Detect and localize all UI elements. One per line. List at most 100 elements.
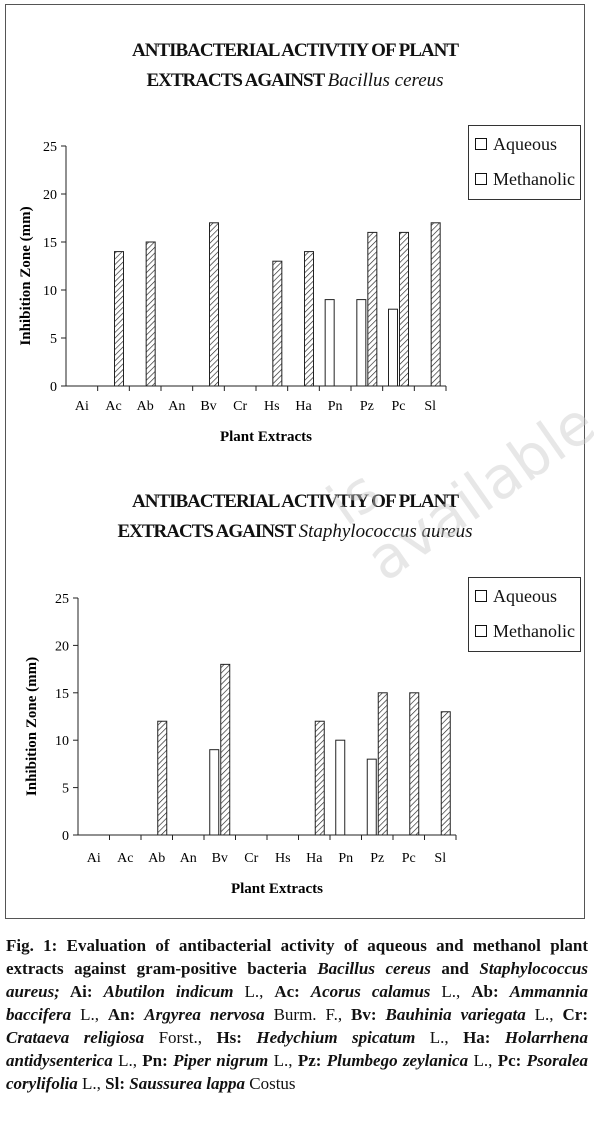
caption-species: Piper nigrum <box>173 1051 269 1070</box>
caption-species: Psoralea corylifolia <box>6 1051 589 1093</box>
bar-methanolic-ab <box>145 241 156 387</box>
caption-species: Saussurea lappa <box>129 1074 245 1093</box>
y-tick-label: 10 <box>43 284 57 299</box>
figure-frame: ANTIBACTERIAL ACTIVTIY OF PLANT EXTRACTS… <box>5 4 585 919</box>
caption-abbreviations: Ai: Abutilon indicum L., Ac: Acorus cala… <box>6 982 588 1093</box>
bar-methanolic-hs <box>272 260 283 387</box>
y-tick-label: 0 <box>62 829 69 844</box>
legend-swatch-hatched <box>475 173 487 185</box>
caption-abbr: Bv: <box>351 1005 386 1024</box>
caption-abbr: Sl: <box>105 1074 130 1093</box>
caption-abbr: Pz: <box>297 1051 327 1070</box>
caption-authority: L., <box>233 982 275 1001</box>
bar-methanolic-ha <box>304 251 314 387</box>
y-tick-label: 25 <box>55 592 69 607</box>
x-tick-label: Cr <box>233 399 247 414</box>
chart1-legend: Aqueous Methanolic <box>468 125 581 200</box>
x-tick-label: Ai <box>75 399 89 414</box>
bar-methanolic-sl <box>430 222 441 387</box>
chart2-title-line1: ANTIBACTERIAL ACTIVTIY OF PLANT <box>131 491 459 512</box>
caption-authority: L., <box>71 1005 108 1024</box>
x-tick-label: Pz <box>370 851 384 866</box>
caption-authority: Costus <box>244 1074 296 1093</box>
bar-methanolic-sl <box>440 711 451 836</box>
caption-abbr: Ab: <box>471 982 510 1001</box>
bar-aqueous-bv <box>209 749 220 836</box>
caption-authority: Burm. F., <box>264 1005 352 1024</box>
x-axis-title: Plant Extracts <box>231 881 323 897</box>
caption-authority: L., <box>77 1074 106 1093</box>
y-tick-label: 20 <box>55 639 69 654</box>
x-tick-label: Hs <box>264 399 280 414</box>
caption-authority: L., <box>430 982 472 1001</box>
caption-authority: L., <box>268 1051 298 1070</box>
caption-label: Fig. 1: <box>6 936 58 955</box>
chart2-legend: Aqueous Methanolic <box>468 577 581 652</box>
x-tick-label: Sl <box>434 851 446 866</box>
x-tick-label: Pc <box>392 399 406 414</box>
caption-species: Plumbego zeylanica <box>326 1051 469 1070</box>
x-tick-label: Ab <box>137 399 154 414</box>
y-tick-label: 15 <box>55 687 69 702</box>
bar-methanolic-pz <box>367 231 378 387</box>
y-tick-label: 0 <box>50 380 57 395</box>
y-tick-label: 20 <box>43 188 57 203</box>
caption-species: Hedychium spicatum <box>256 1028 416 1047</box>
x-tick-label: Ac <box>117 851 133 866</box>
x-tick-label: Bv <box>200 399 216 414</box>
bar-methanolic-pz <box>377 692 388 836</box>
bar-methanolic-ab <box>157 720 168 836</box>
legend-item-methanolic: Methanolic <box>475 168 575 190</box>
x-tick-label: Hs <box>275 851 291 866</box>
caption-authority: L., <box>415 1028 464 1047</box>
bar-aqueous-pc <box>388 308 398 387</box>
bar-methanolic-ac <box>114 251 124 387</box>
bar-methanolic-ha <box>314 720 325 836</box>
caption-abbr: An: <box>107 1005 145 1024</box>
bar-methanolic-bv <box>220 663 231 836</box>
bar-aqueous-pz <box>366 758 377 836</box>
y-tick-label: 25 <box>43 140 57 155</box>
caption-abbr: Cr: <box>562 1005 588 1024</box>
legend-item-methanolic: Methanolic <box>475 620 575 642</box>
y-axis-title: Inhibition Zone (mm) <box>24 657 40 796</box>
legend-swatch-open <box>475 138 487 150</box>
y-axis-title: Inhibition Zone (mm) <box>18 206 34 345</box>
caption-abbr: Pc: <box>497 1051 527 1070</box>
y-tick-label: 10 <box>55 734 69 749</box>
figure-caption: Fig. 1: Evaluation of antibacterial acti… <box>6 934 588 1095</box>
x-axis-title: Plant Extracts <box>220 429 312 445</box>
legend-item-aqueous: Aqueous <box>475 585 557 607</box>
caption-species: Acorus calamus <box>310 982 431 1001</box>
y-tick-label: 15 <box>43 236 57 251</box>
x-tick-label: Pn <box>338 851 353 866</box>
caption-species: Holarrhena antidysenterica <box>6 1028 589 1070</box>
x-tick-label: Pn <box>328 399 343 414</box>
caption-abbr: Ac: <box>274 982 311 1001</box>
caption-species: Bauhinia variegata <box>385 1005 526 1024</box>
bar-aqueous-pn <box>335 739 346 836</box>
caption-species: Abutilon indicum <box>103 982 234 1001</box>
caption-species: Argyrea nervosa <box>144 1005 265 1024</box>
bar-methanolic-bv <box>209 222 219 387</box>
bar-methanolic-pc <box>409 692 420 836</box>
x-tick-label: Ab <box>148 851 165 866</box>
caption-abbr: Pn: <box>142 1051 174 1070</box>
legend-swatch-open <box>475 590 487 602</box>
caption-species: Crataeva religiosa <box>6 1028 145 1047</box>
x-tick-label: Ac <box>105 399 121 414</box>
x-tick-label: Ai <box>87 851 101 866</box>
caption-abbr: Hs: <box>216 1028 257 1047</box>
caption-authority: L., <box>112 1051 143 1070</box>
x-tick-label: Sl <box>424 399 436 414</box>
chart1-title-line1: ANTIBACTERIAL ACTIVTIY OF PLANT <box>131 40 459 61</box>
bar-aqueous-pz <box>356 299 367 387</box>
legend-item-aqueous: Aqueous <box>475 133 557 155</box>
x-tick-label: Pz <box>360 399 374 414</box>
caption-abbr: Ai: <box>59 982 104 1001</box>
bar-aqueous-pn <box>324 299 335 387</box>
x-tick-label: An <box>180 851 197 866</box>
chart1-title-line2: EXTRACTS AGAINST Bacillus cereus <box>146 70 444 91</box>
bar-methanolic-pc <box>399 231 409 387</box>
